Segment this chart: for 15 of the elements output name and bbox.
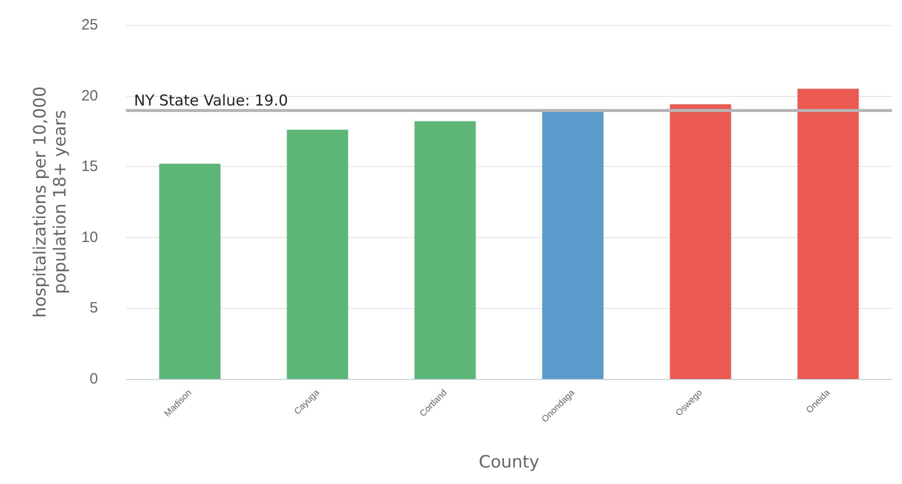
x-axis-title: County [478,452,540,472]
y-tick-label: 0 [90,370,98,388]
bar [159,164,220,379]
y-tick-label: 5 [90,300,98,317]
y-tick-label: 15 [81,158,98,176]
bar [542,111,604,379]
bar [414,121,476,379]
y-axis-title: hospitalizations per 10,000 population 18+ years [30,86,70,318]
y-tick-label: 10 [81,228,98,246]
bar [286,130,348,379]
y-tick-label: 25 [81,16,98,34]
bar [670,104,732,379]
ref-line-label: NY State Value: 19.0 [134,91,288,110]
y-tick-label: 20 [81,87,98,104]
bar [798,88,859,379]
